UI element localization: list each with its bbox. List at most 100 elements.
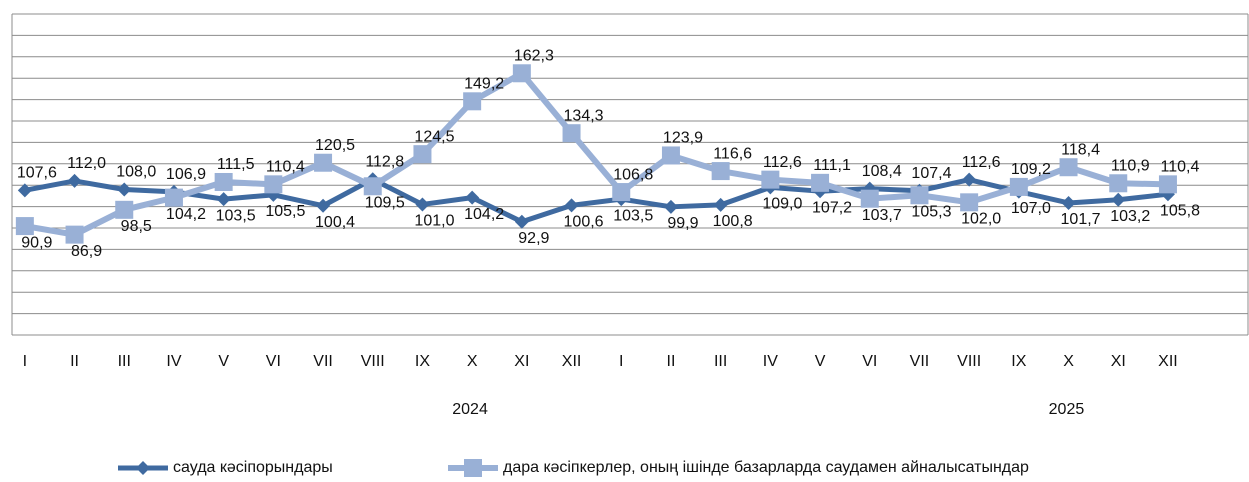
marker bbox=[711, 162, 730, 181]
data-label: 107,6 bbox=[17, 165, 57, 182]
marker bbox=[264, 175, 283, 194]
marker bbox=[713, 197, 728, 212]
data-label: 105,8 bbox=[1160, 202, 1200, 219]
data-label: 111,1 bbox=[813, 157, 851, 174]
x-tick-label: X bbox=[1063, 353, 1074, 370]
data-label: 99,9 bbox=[667, 215, 698, 232]
data-label: 106,9 bbox=[166, 166, 206, 183]
data-label: 86,9 bbox=[71, 243, 102, 260]
marker bbox=[415, 197, 430, 212]
marker bbox=[663, 199, 678, 214]
marker bbox=[216, 192, 231, 207]
data-label: 108,4 bbox=[862, 163, 902, 180]
marker bbox=[164, 188, 183, 207]
marker bbox=[15, 217, 34, 236]
data-label: 112,6 bbox=[962, 154, 1001, 171]
marker bbox=[811, 173, 830, 192]
marker bbox=[214, 172, 233, 191]
marker bbox=[512, 64, 531, 83]
data-label: 134,3 bbox=[564, 107, 604, 124]
x-tick-label: III bbox=[118, 353, 131, 370]
data-label: 104,2 bbox=[166, 206, 206, 223]
data-label: 107,4 bbox=[911, 165, 951, 182]
data-label: 109,0 bbox=[762, 196, 802, 213]
marker bbox=[463, 92, 482, 111]
x-tick-label: XII bbox=[562, 353, 582, 370]
data-label: 103,2 bbox=[1110, 208, 1150, 225]
marker bbox=[1109, 174, 1128, 193]
marker bbox=[564, 198, 579, 213]
marker bbox=[67, 173, 82, 188]
x-tick-label: VI bbox=[862, 353, 877, 370]
data-label: 109,2 bbox=[1011, 161, 1051, 178]
data-label: 118,4 bbox=[1061, 141, 1100, 158]
marker bbox=[117, 182, 132, 197]
data-label: 116,6 bbox=[713, 145, 752, 162]
data-label: 112,0 bbox=[67, 155, 106, 172]
x-tick-label: IX bbox=[415, 353, 430, 370]
data-label: 124,5 bbox=[414, 128, 454, 145]
data-label: 109,5 bbox=[365, 194, 405, 211]
data-label: 100,6 bbox=[564, 214, 604, 231]
data-label: 105,5 bbox=[265, 203, 305, 220]
data-label: 162,3 bbox=[514, 47, 554, 64]
x-tick-label: XII bbox=[1158, 353, 1178, 370]
data-label: 123,9 bbox=[663, 130, 703, 147]
x-tick-label: IV bbox=[166, 353, 181, 370]
data-label: 105,3 bbox=[911, 203, 951, 220]
marker bbox=[1009, 177, 1028, 196]
marker bbox=[514, 214, 529, 229]
x-tick-label: VIII bbox=[361, 353, 385, 370]
marker bbox=[661, 146, 680, 165]
data-label: 101,7 bbox=[1061, 211, 1101, 228]
data-label: 104,2 bbox=[464, 206, 504, 223]
marker bbox=[115, 200, 134, 219]
data-label: 112,6 bbox=[763, 154, 802, 171]
data-label: 120,5 bbox=[315, 137, 355, 154]
x-tick-label: I bbox=[23, 353, 27, 370]
x-tick-label: I bbox=[619, 353, 623, 370]
data-label: 102,0 bbox=[961, 211, 1001, 228]
marker bbox=[860, 189, 879, 208]
data-label: 103,7 bbox=[862, 207, 902, 224]
x-tick-label: XI bbox=[514, 353, 529, 370]
marker bbox=[562, 124, 581, 143]
marker bbox=[962, 172, 977, 187]
x-tick-label: IX bbox=[1011, 353, 1026, 370]
marker bbox=[316, 198, 331, 213]
x-tick-label: XI bbox=[1111, 353, 1126, 370]
series-line bbox=[24, 176, 1169, 225]
marker bbox=[363, 177, 382, 196]
data-label: 92,9 bbox=[518, 230, 549, 247]
data-label: 110,4 bbox=[266, 159, 305, 176]
marker bbox=[1111, 192, 1126, 207]
x-tick-label: VIII bbox=[957, 353, 981, 370]
data-label: 106,8 bbox=[613, 166, 653, 183]
data-label: 108,0 bbox=[116, 164, 156, 181]
year-label: 2025 bbox=[1049, 401, 1085, 418]
marker bbox=[910, 186, 929, 205]
data-label: 112,8 bbox=[365, 153, 404, 170]
legend-label: сауда кәсіпорындары bbox=[173, 459, 333, 476]
legend-label: дара кәсіпкерлер, оның ішінде базарларда… bbox=[503, 459, 1029, 476]
x-tick-label: V bbox=[815, 353, 826, 370]
data-label: 101,0 bbox=[414, 213, 454, 230]
x-tick-label: IV bbox=[763, 353, 778, 370]
x-tick-label: III bbox=[714, 353, 727, 370]
data-label: 90,9 bbox=[21, 234, 52, 251]
legend-marker bbox=[136, 461, 150, 475]
data-label: 107,2 bbox=[812, 199, 852, 216]
x-tick-label: II bbox=[667, 353, 676, 370]
marker bbox=[960, 193, 979, 212]
data-label: 98,5 bbox=[121, 218, 152, 235]
marker bbox=[1061, 195, 1076, 210]
data-label: 100,4 bbox=[315, 214, 355, 231]
data-label: 103,5 bbox=[216, 207, 256, 224]
data-label: 111,5 bbox=[217, 156, 255, 173]
x-tick-label: VII bbox=[910, 353, 930, 370]
data-label: 110,9 bbox=[1111, 157, 1150, 174]
x-tick-label: VII bbox=[313, 353, 333, 370]
data-label: 103,5 bbox=[613, 207, 653, 224]
